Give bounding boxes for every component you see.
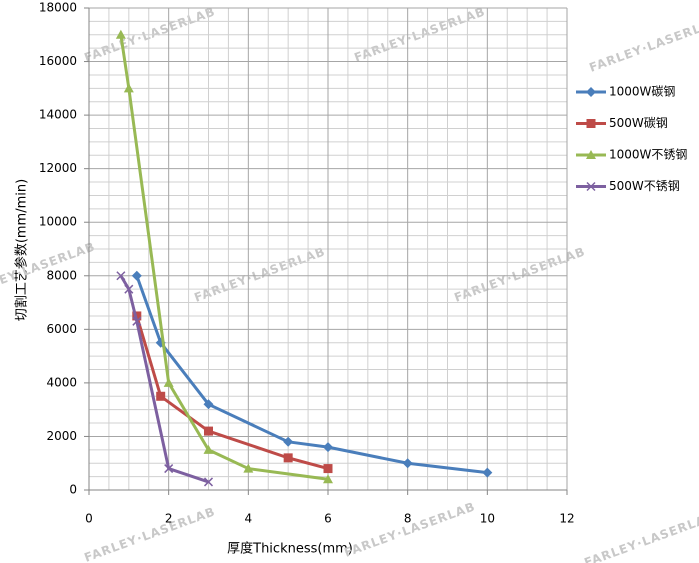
marker (323, 464, 333, 474)
grid (88, 7, 568, 491)
marker (283, 453, 293, 463)
marker (482, 467, 493, 478)
marker (156, 391, 166, 401)
y-tick-label: 4000 (46, 375, 77, 389)
marker (586, 87, 596, 97)
marker (115, 29, 126, 39)
marker (123, 83, 134, 93)
legend-label: 1000W碳钢 (609, 85, 675, 99)
y-tick-label: 8000 (46, 268, 77, 282)
series (116, 271, 214, 487)
y-tick-label: 14000 (39, 108, 77, 122)
y-tick-label: 0 (69, 483, 77, 497)
y-tick-label: 10000 (39, 215, 77, 229)
marker (203, 399, 214, 410)
legend-item: 500W碳钢 (576, 116, 668, 130)
marker (203, 444, 214, 454)
marker (243, 463, 254, 473)
marker (204, 426, 213, 436)
legend-label: 500W碳钢 (609, 116, 668, 130)
y-tick-label: 16000 (39, 54, 77, 68)
legend-label: 1000W不锈钢 (609, 148, 687, 162)
y-tick-label: 18000 (39, 1, 77, 15)
x-axis-label: 厚度Thickness(mm) (227, 541, 353, 557)
y-tick-label: 2000 (46, 429, 77, 443)
x-tick-label: 8 (404, 512, 412, 526)
x-tick-label: 0 (85, 512, 93, 526)
series (131, 270, 493, 478)
x-tick-label: 2 (165, 512, 173, 526)
marker (132, 316, 142, 326)
marker (164, 464, 174, 474)
legend-item: 1000W碳钢 (576, 85, 675, 99)
y-axis-label: 切割工艺参数(mm/min) (14, 179, 30, 321)
marker (323, 474, 333, 484)
marker (323, 442, 333, 453)
x-tick-label: 10 (480, 512, 495, 526)
marker (124, 284, 134, 294)
series-line (119, 34, 329, 481)
y-tick-label: 6000 (46, 322, 77, 336)
marker (586, 119, 596, 128)
marker (203, 477, 214, 487)
legend-item: 500W不锈钢 (576, 179, 680, 193)
legend-item: 1000W不锈钢 (576, 148, 687, 162)
series (115, 29, 333, 484)
legend-label: 500W不锈钢 (609, 179, 680, 193)
x-tick-label: 12 (559, 512, 574, 526)
x-tick-label: 4 (245, 512, 253, 526)
marker (116, 271, 126, 281)
marker (163, 377, 174, 387)
x-tick-label: 6 (324, 512, 332, 526)
marker (131, 270, 142, 281)
marker (586, 150, 596, 159)
marker (283, 436, 294, 447)
marker (402, 458, 413, 469)
y-tick-label: 12000 (39, 161, 77, 175)
marker (586, 181, 596, 192)
